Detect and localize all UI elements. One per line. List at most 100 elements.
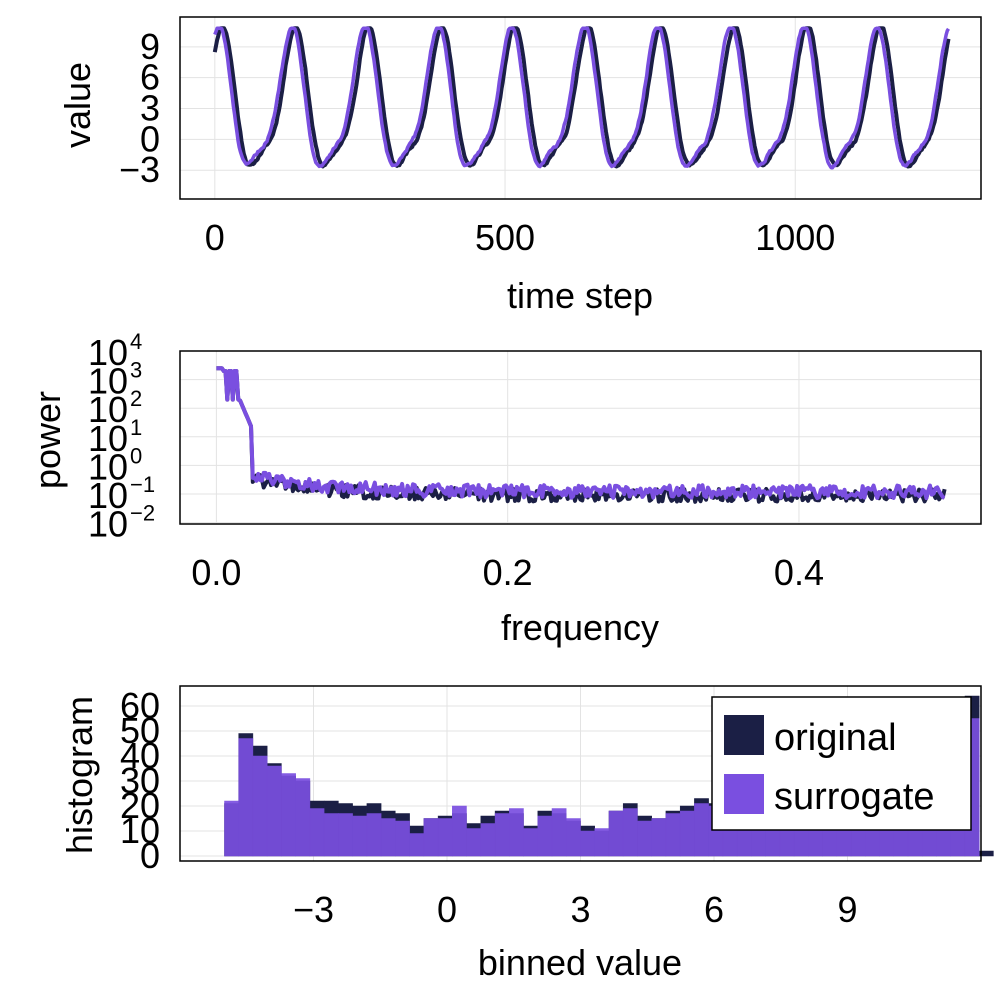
histogram-bar <box>224 800 239 857</box>
legend-swatch-surrogate <box>724 774 764 814</box>
power-spectrum-ytick: 10 3 <box>88 358 142 402</box>
histogram-bar <box>608 810 624 857</box>
time-series-ytick-label: −3 <box>119 149 160 190</box>
histogram-bar <box>380 818 396 857</box>
histogram-bar <box>637 820 652 857</box>
histogram-ytick-label: 50 <box>120 710 160 751</box>
power-spectrum-ytick-base: 10 <box>88 446 128 487</box>
histogram-bar <box>594 828 610 857</box>
histogram-ytick-label: 30 <box>120 760 160 801</box>
histogram-bar <box>622 808 638 857</box>
histogram-ytick-label: 0 <box>140 835 160 876</box>
power-spectrum-ytick: 10 0 <box>88 443 142 487</box>
legend-label-original: original <box>774 717 897 759</box>
legend-label-surrogate: surrogate <box>774 776 935 818</box>
histogram-xtick-label: 3 <box>570 889 590 930</box>
power-spectrum-ylabel: power <box>27 391 68 489</box>
histogram-bar <box>366 813 382 857</box>
power-spectrum-line-surrogate <box>216 366 946 501</box>
histogram-bar <box>466 828 482 857</box>
time-series-ytick-label: 3 <box>140 88 160 129</box>
histogram-bar <box>580 830 595 857</box>
time-series-line-surrogate <box>213 26 950 170</box>
time-series-lines <box>212 26 951 170</box>
time-series-frame <box>179 16 982 200</box>
time-series-x-ticks: 0 500 1000 <box>205 217 835 258</box>
histogram-bar <box>566 818 581 857</box>
histogram-bar <box>309 808 325 857</box>
time-series-ytick-label: 0 <box>140 118 160 159</box>
histogram-bar <box>551 808 567 857</box>
power-spectrum-ytick: 10 −1 <box>88 472 155 516</box>
histogram-bar <box>423 818 439 857</box>
histogram-frame <box>179 685 982 862</box>
histogram-xtick-label: −3 <box>293 889 334 930</box>
power-spectrum-lines <box>216 366 947 504</box>
time-series-ylabel: value <box>57 62 98 148</box>
power-spectrum-xtick-label: 0.2 <box>483 552 533 593</box>
time-series-xtick-label: 0 <box>205 217 225 258</box>
histogram-bar <box>679 810 695 857</box>
power-spectrum-ytick-exponent: 4 <box>130 329 142 354</box>
histogram-bar <box>509 808 524 857</box>
histogram-bar <box>523 828 538 857</box>
power-spectrum-ytick-exponent: 1 <box>130 415 142 440</box>
power-spectrum-x-ticks: 0.0 0.2 0.4 <box>191 552 824 593</box>
histogram-ytick-label: 40 <box>120 735 160 776</box>
histogram-bar <box>694 803 709 857</box>
histogram-bar <box>437 818 453 857</box>
histogram-ytick-label: 20 <box>120 785 160 826</box>
histogram-ytick-label: 10 <box>120 810 160 851</box>
histogram-bar <box>651 818 667 857</box>
histogram-bar <box>480 823 496 857</box>
power-spectrum-ytick-base: 10 <box>88 389 128 430</box>
time-series-ytick-label: 9 <box>140 26 160 67</box>
histogram-xtick-label: 9 <box>837 889 857 930</box>
histogram-x-ticks: −3 0 3 6 9 <box>293 889 858 930</box>
power-spectrum-ytick: 10 1 <box>88 415 142 459</box>
power-spectrum-ytick-base: 10 <box>88 418 128 459</box>
power-spectrum-ytick-base: 10 <box>88 361 128 402</box>
power-spectrum-ytick-exponent: 2 <box>130 386 142 411</box>
histogram-bar <box>452 805 467 857</box>
histogram-bar <box>238 738 254 857</box>
histogram-bar <box>395 820 410 857</box>
time-series-grid <box>180 17 981 199</box>
power-spectrum-ytick-exponent: −2 <box>130 501 155 526</box>
histogram-bar <box>665 813 681 857</box>
power-spectrum-frame <box>179 350 982 525</box>
histogram-ylabel: histogram <box>59 696 100 854</box>
time-series-xlabel: time step <box>507 275 653 316</box>
histogram-bar <box>281 773 296 857</box>
histogram-bar <box>338 813 353 857</box>
power-spectrum-ytick-base: 10 <box>88 504 128 545</box>
power-spectrum-ytick-exponent: 3 <box>130 358 142 383</box>
power-spectrum-ytick-base: 10 <box>88 475 128 516</box>
power-spectrum-xtick-label: 0.4 <box>774 552 824 593</box>
power-spectrum-ytick-base: 10 <box>88 332 128 373</box>
histogram-bar <box>266 765 282 857</box>
power-spectrum-ytick-exponent: 0 <box>130 443 142 468</box>
power-spectrum-ytick-exponent: −1 <box>130 472 155 497</box>
power-spectrum-ytick: 10 4 <box>88 329 142 373</box>
time-series-xtick-label: 1000 <box>755 217 835 258</box>
legend-swatch-original <box>724 715 764 755</box>
histogram-bar <box>409 833 425 857</box>
histogram-xtick-label: 6 <box>704 889 724 930</box>
time-series-ytick-label: 6 <box>140 57 160 98</box>
time-series-xtick-label: 500 <box>475 217 535 258</box>
histogram-bar <box>494 813 510 857</box>
legend: original surrogate <box>711 696 972 831</box>
histogram-xlabel: binned value <box>478 942 682 983</box>
power-spectrum-xtick-label: 0.0 <box>191 552 241 593</box>
histogram-bar <box>537 815 553 857</box>
histogram-bar <box>252 755 268 857</box>
time-series-line-original <box>212 26 951 169</box>
